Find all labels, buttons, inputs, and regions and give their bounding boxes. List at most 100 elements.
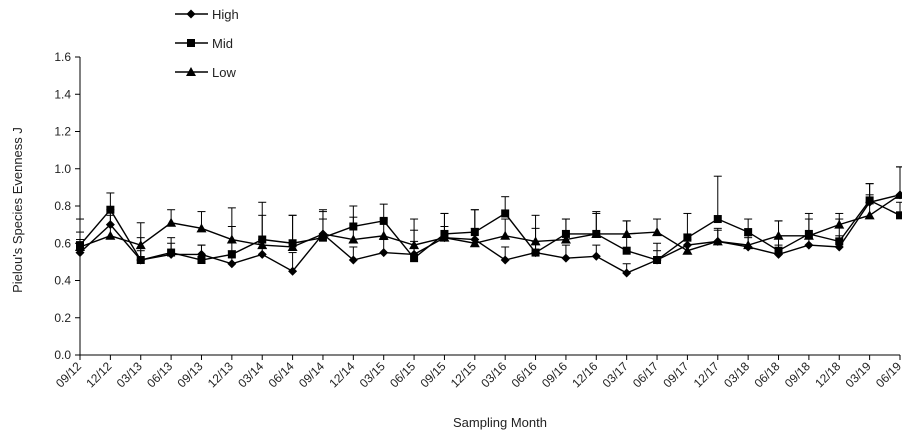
x-tick-label: 06/18 (752, 359, 783, 390)
plot-area (75, 166, 902, 278)
data-point-low (895, 189, 902, 199)
x-tick-label: 03/18 (721, 359, 752, 390)
data-point-high (804, 240, 814, 250)
data-point-low (864, 210, 875, 220)
legend-item-high: High (175, 7, 239, 22)
data-point-high (500, 255, 510, 265)
x-tick-label: 12/12 (83, 359, 114, 390)
x-tick-label: 03/16 (478, 359, 509, 390)
legend-item-low: Low (175, 65, 236, 80)
data-point-mid (167, 248, 176, 257)
x-tick-label: 09/15 (417, 359, 448, 390)
data-point-low (135, 240, 146, 250)
series-low (75, 166, 902, 255)
y-tick-label: 0.8 (54, 199, 71, 213)
data-point-high (591, 251, 601, 261)
legend: High Mid Low (175, 7, 239, 80)
x-tick-label: 03/19 (843, 359, 874, 390)
data-point-low (652, 227, 663, 237)
legend-item-mid: Mid (175, 36, 233, 51)
series-line-high (79, 194, 901, 274)
legend-marker-high (186, 9, 196, 19)
data-point-mid (713, 215, 722, 224)
x-axis-title: Sampling Month (453, 415, 547, 430)
legend-marker-low (186, 67, 196, 76)
x-tick-label: 12/14 (326, 359, 357, 390)
data-point-low (75, 241, 85, 251)
data-point-high (227, 259, 237, 269)
data-point-low (166, 217, 177, 227)
x-tick-label: 06/19 (873, 359, 902, 390)
data-point-mid (410, 254, 419, 263)
data-point-low (226, 234, 237, 244)
data-point-low (409, 240, 420, 250)
y-tick-label: 0.4 (54, 274, 71, 288)
data-point-high (622, 268, 632, 278)
data-point-low (348, 234, 359, 244)
data-point-low (287, 241, 298, 251)
x-tick-label: 12/15 (448, 359, 479, 390)
data-point-high (379, 248, 389, 258)
data-point-low (591, 228, 602, 238)
data-point-low (560, 234, 571, 244)
y-tick-label: 1.2 (54, 125, 71, 139)
x-tick-label: 12/13 (205, 359, 236, 390)
data-point-mid (835, 237, 844, 246)
data-point-low (105, 230, 116, 240)
y-axis: 0.0 0.2 0.4 0.6 0.8 1.0 1.2 1.4 1.6 (54, 50, 81, 362)
data-point-low (530, 236, 541, 246)
x-tick-label: 12/17 (691, 359, 722, 390)
x-tick-label: 12/18 (812, 359, 843, 390)
data-point-low (196, 223, 207, 233)
x-tick-label: 09/16 (539, 359, 570, 390)
data-point-low (743, 240, 754, 250)
data-point-low (257, 240, 268, 250)
x-tick-label: 06/15 (387, 359, 418, 390)
data-point-mid (136, 256, 145, 265)
legend-marker-mid (187, 39, 195, 47)
data-point-mid (896, 211, 902, 220)
data-point-low (469, 238, 480, 248)
data-point-mid (653, 256, 662, 265)
data-point-low (621, 228, 632, 238)
x-tick-label: 03/14 (235, 359, 266, 390)
data-point-mid (744, 228, 753, 237)
x-axis: 09/12 12/12 03/13 06/13 09/13 12/13 03/14 06/14… (53, 354, 902, 390)
data-point-low (803, 230, 814, 240)
data-point-low (834, 219, 845, 229)
data-point-mid (106, 205, 115, 214)
data-point-high (561, 253, 571, 263)
y-tick-label: 0.6 (54, 236, 71, 250)
y-tick-label: 1.4 (54, 87, 71, 101)
x-tick-label: 06/13 (144, 359, 175, 390)
x-tick-label: 06/14 (266, 359, 297, 390)
data-point-mid (774, 246, 783, 255)
data-point-low (439, 232, 450, 242)
series-mid (76, 175, 902, 265)
y-axis-title: Pielou's Species Evenness J (10, 127, 25, 293)
x-tick-label: 09/14 (296, 359, 327, 390)
data-point-low (773, 230, 784, 240)
series-line-low (79, 194, 901, 252)
series-line-mid (79, 199, 901, 261)
data-point-low (378, 230, 389, 240)
legend-label-low: Low (212, 65, 236, 80)
data-point-mid (227, 250, 236, 259)
legend-label-mid: Mid (212, 36, 233, 51)
data-point-mid (197, 256, 206, 265)
x-tick-label: 06/17 (630, 359, 661, 390)
data-point-low (317, 228, 328, 238)
x-tick-label: 03/15 (357, 359, 388, 390)
data-point-mid (622, 246, 631, 255)
x-tick-label: 03/17 (600, 359, 631, 390)
x-tick-label: 09/18 (782, 359, 813, 390)
x-tick-label: 09/17 (660, 359, 691, 390)
x-tick-label: 09/13 (174, 359, 205, 390)
x-tick-label: 06/16 (509, 359, 540, 390)
data-point-low (682, 245, 693, 255)
x-tick-label: 03/13 (114, 359, 145, 390)
y-tick-label: 1.0 (54, 162, 71, 176)
data-point-mid (683, 233, 692, 242)
data-point-low (500, 230, 511, 240)
